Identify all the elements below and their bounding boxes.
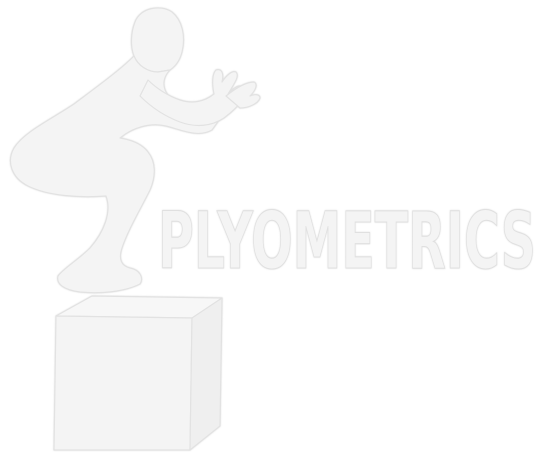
wordmark-text: PLYOMETRICS	[158, 197, 536, 287]
athlete-box-jump-icon	[9, 7, 261, 294]
wordmark: PLYOMETRICS	[158, 197, 537, 288]
plyo-box-icon	[53, 295, 223, 451]
